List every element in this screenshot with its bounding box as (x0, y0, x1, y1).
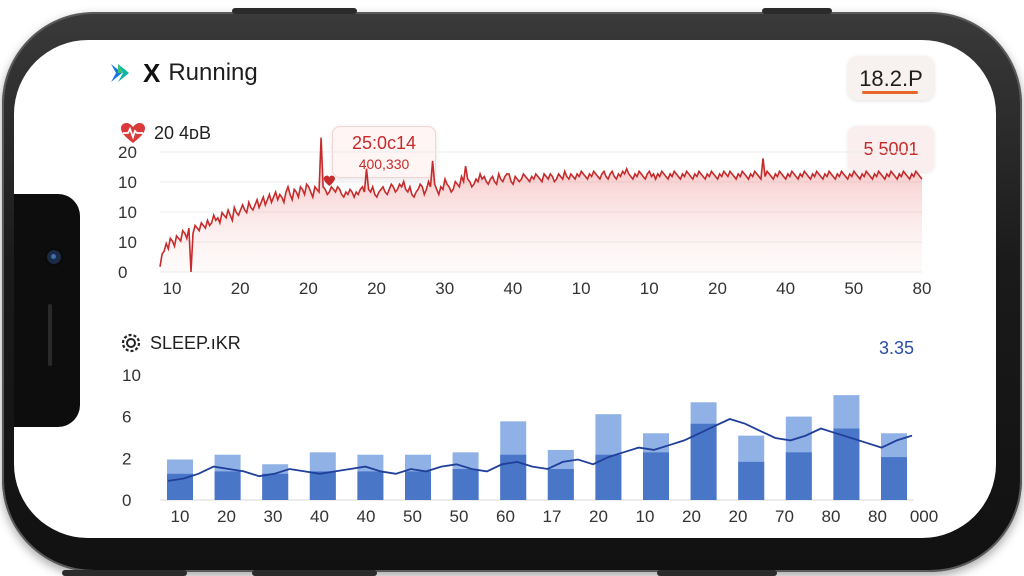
camera-icon (47, 250, 61, 264)
sleep-bar-deep (595, 454, 622, 500)
sleep-bar-deep (500, 454, 527, 500)
sleep-bar-deep (785, 452, 812, 500)
hr-x-tick-label: 10 (163, 279, 182, 298)
camera-notch (14, 194, 80, 427)
hr-x-tick-label: 20 (299, 279, 318, 298)
sleep-x-tick-label: 80 (868, 507, 887, 526)
hr-x-tick-label: 20 (367, 279, 386, 298)
sleep-x-tick-label: 60 (496, 507, 515, 526)
sleep-label: SLEEP.ıKR (150, 332, 241, 353)
hr-y-tick-label: 10 (118, 203, 137, 222)
tooltip-time: 25:0ᴄ14 (351, 133, 417, 153)
sleep-x-tick-label: 80 (822, 507, 841, 526)
sleep-bar-deep (357, 471, 384, 500)
sleep-x-tick-label: 10 (171, 507, 190, 526)
hr-area-fill (160, 137, 922, 272)
hr-x-tick-label: 40 (776, 279, 795, 298)
sleep-bar-deep (452, 469, 479, 500)
stat-badge[interactable]: 18.2.P (848, 56, 934, 100)
sleep-value: 3.35 (879, 338, 915, 358)
heart-rate-label: 20 4ᴅB (154, 122, 211, 143)
badge-value: 18.2.P (859, 66, 923, 91)
gear-icon (121, 333, 141, 353)
hr-y-tick-label: 10 (118, 233, 137, 252)
sleep-bar-deep (738, 461, 765, 500)
hr-x-tick-label: 10 (640, 279, 659, 298)
hr-x-tick-label: 40 (503, 279, 522, 298)
sleep-x-tick-label: 70 (775, 507, 794, 526)
heart-rate-chart: 20 10 10 10 0 10 20 20 20 30 40 10 10 20 40 50 80 (118, 137, 932, 298)
heart-marker-icon (323, 175, 335, 186)
sleep-x-tick-label: 50 (450, 507, 469, 526)
hr-x-tick-label: 50 (844, 279, 863, 298)
app-header: X Running (109, 58, 258, 88)
hr-x-tick-label: 30 (435, 279, 454, 298)
badge-accent-bar (862, 91, 918, 94)
hr-x-tick-label: 20 (708, 279, 727, 298)
sleep-trend-line (167, 418, 913, 482)
app-screen: X Running 18.2.P 20 4ᴅB 25:0ᴄ14 400,330 … (14, 40, 996, 538)
page-title: Running (168, 59, 258, 86)
sleep-y-tick-label: 6 (122, 408, 131, 427)
sleep-x-tick-label: 40 (310, 507, 329, 526)
hardware-button (252, 570, 377, 576)
sleep-bar-deep (881, 457, 907, 500)
sleep-x-tick-label: 20 (217, 507, 236, 526)
sleep-bar-deep (833, 428, 860, 500)
sleep-bar-deep (167, 473, 193, 500)
sleep-bar-deep (262, 473, 289, 500)
hardware-button (657, 570, 777, 576)
volume-button (232, 8, 357, 14)
speaker-grille (48, 304, 52, 366)
hr-x-tick-label: 20 (231, 279, 250, 298)
sleep-bar-deep (309, 471, 336, 500)
hr-y-tick-label: 10 (118, 173, 137, 192)
sleep-x-tick-label: 20 (682, 507, 701, 526)
sleep-x-tick-label: 20 (589, 507, 608, 526)
sleep-header: SLEEP.ıKR (120, 332, 241, 354)
hr-x-tick-label: 80 (913, 279, 932, 298)
sleep-x-tick-label: 20 (729, 507, 748, 526)
sleep-x-tick-label: 000 (910, 507, 938, 526)
sleep-x-tick-label: 50 (403, 507, 422, 526)
heart-rate-header: 20 4ᴅB (120, 122, 211, 144)
sleep-bar-deep (214, 471, 241, 500)
phone-frame: X Running 18.2.P 20 4ᴅB 25:0ᴄ14 400,330 … (2, 8, 1022, 576)
sleep-y-tick-label: 2 (122, 449, 131, 468)
sleep-bar-deep (690, 423, 717, 500)
sleep-y-tick-label: 10 (122, 366, 141, 385)
hr-series-line (159, 137, 923, 273)
sleep-y-tick-label: 0 (122, 491, 131, 510)
peak-value-box: 5 5001 (848, 126, 934, 172)
hr-x-tick-label: 10 (572, 279, 591, 298)
sleep-x-tick-label: 30 (264, 507, 283, 526)
sleep-x-tick-label: 17 (543, 507, 562, 526)
sleep-bar-deep (405, 471, 431, 500)
tooltip-value: 400,330 (358, 156, 410, 172)
x-mark-icon: X (143, 57, 161, 88)
side-button (762, 8, 832, 14)
hr-y-tick-label: 0 (118, 263, 127, 282)
sleep-x-tick-label: 10 (636, 507, 655, 526)
sleep-bar-deep (547, 469, 574, 500)
sleep-bar-deep (643, 452, 669, 500)
sleep-x-tick-label: 40 (357, 507, 376, 526)
chevron-logo-icon (111, 64, 129, 82)
hr-y-tick-label: 20 (118, 143, 137, 162)
hardware-button (62, 570, 187, 576)
heart-pulse-icon (121, 123, 145, 143)
